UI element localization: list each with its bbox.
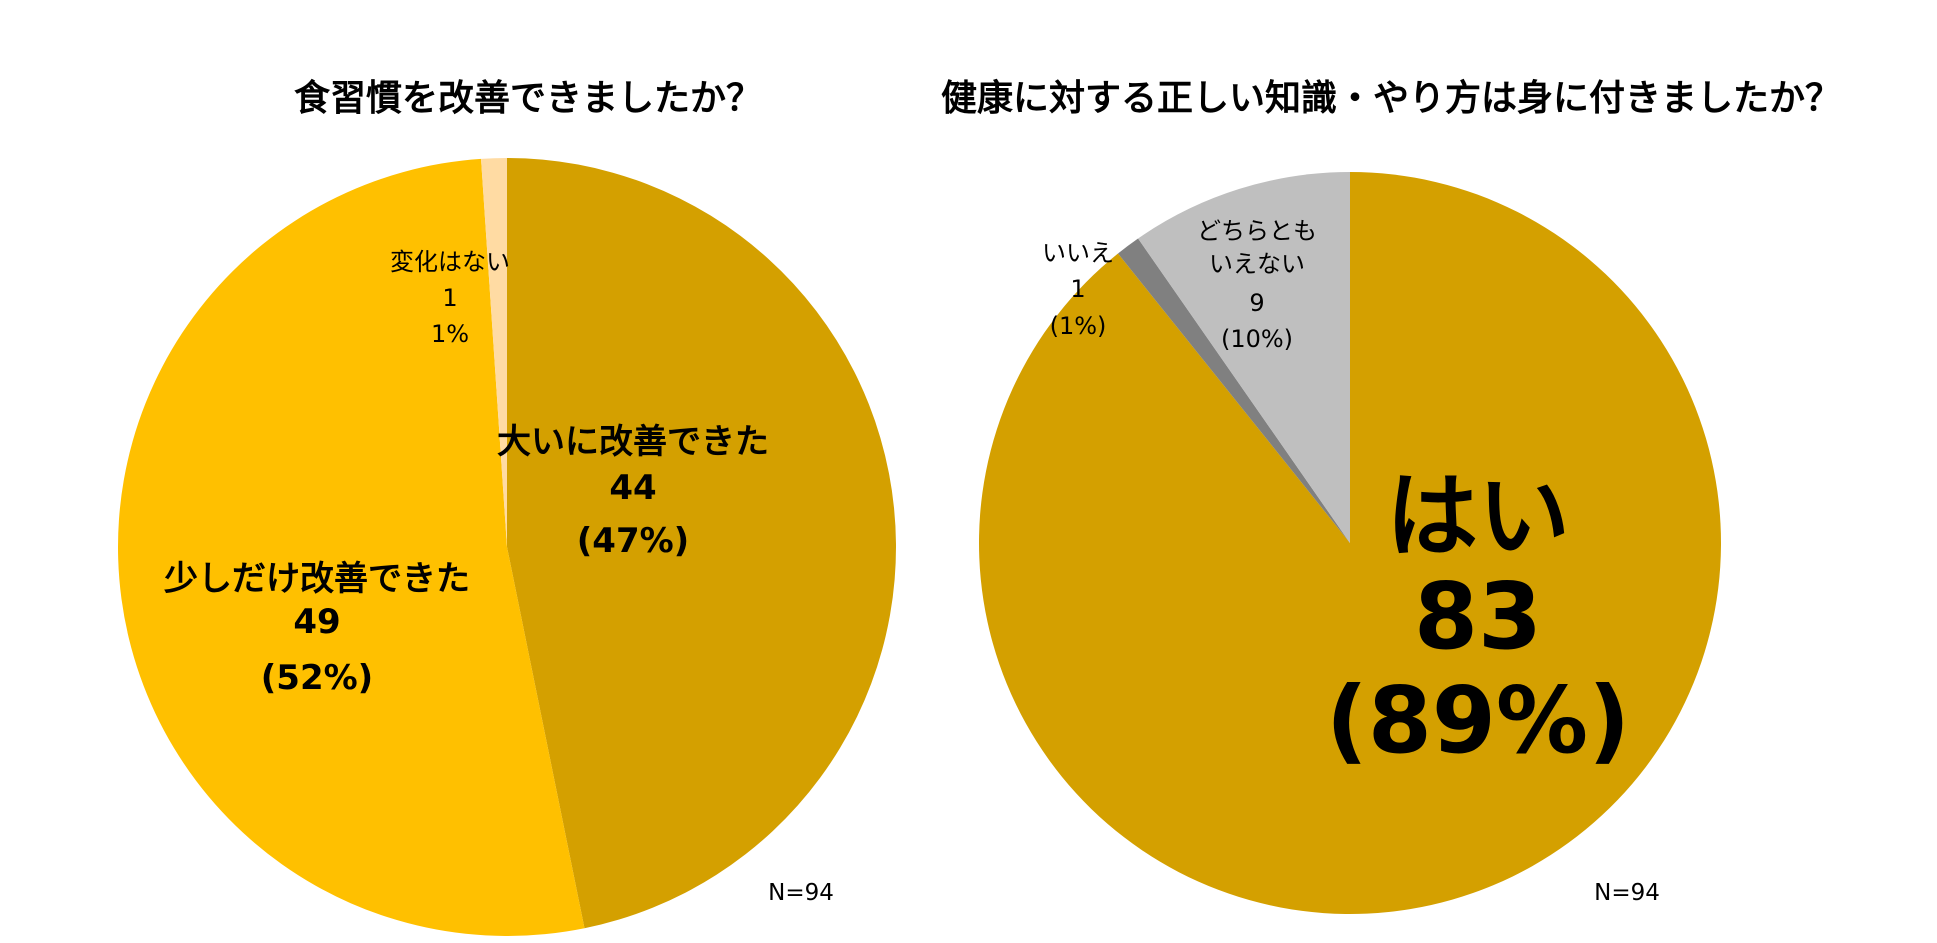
pie-chart-diet (117, 158, 896, 937)
pie-slice-2 (481, 158, 507, 547)
pie-chart-knowledge (978, 172, 1721, 915)
sample-size-diet: N=94 (768, 880, 834, 906)
value-no: 1 (1070, 275, 1085, 303)
percent-slightly-improved: (52%) (261, 658, 373, 698)
value-neither: 9 (1249, 289, 1264, 317)
chart-title-diet: 食習慣を改善できましたか？ (294, 78, 762, 119)
value-slightly-improved: 49 (293, 602, 340, 642)
pie-slice-2 (1138, 172, 1350, 543)
label-greatly-improved: 大いに改善できた (497, 422, 769, 462)
value-yes: 83 (1414, 563, 1542, 670)
percent-neither: (10%) (1221, 325, 1293, 353)
percent-yes: (89%) (1326, 667, 1630, 774)
label-neither-line2: いえない (1209, 250, 1305, 278)
chart-title-knowledge: 健康に対する正しい知識・やり方は身に付きましたか？ (941, 77, 1841, 119)
percent-no: (1%) (1050, 312, 1107, 340)
label-no-change: 変化はない (390, 248, 510, 276)
value-no-change: 1 (442, 284, 457, 312)
pie-slice-1 (117, 158, 585, 937)
label-slightly-improved: 少しだけ改善できた (164, 559, 470, 599)
percent-greatly-improved: (47%) (577, 521, 689, 561)
pie-slice-1 (1117, 238, 1350, 543)
label-yes: はい (1386, 463, 1570, 570)
pie-slice-0 (507, 158, 896, 929)
label-no: いいえ (1042, 239, 1114, 267)
label-neither-line1: どちらとも (1197, 217, 1317, 245)
value-greatly-improved: 44 (609, 468, 656, 508)
sample-size-knowledge: N=94 (1594, 880, 1660, 906)
percent-no-change: 1% (431, 320, 469, 348)
